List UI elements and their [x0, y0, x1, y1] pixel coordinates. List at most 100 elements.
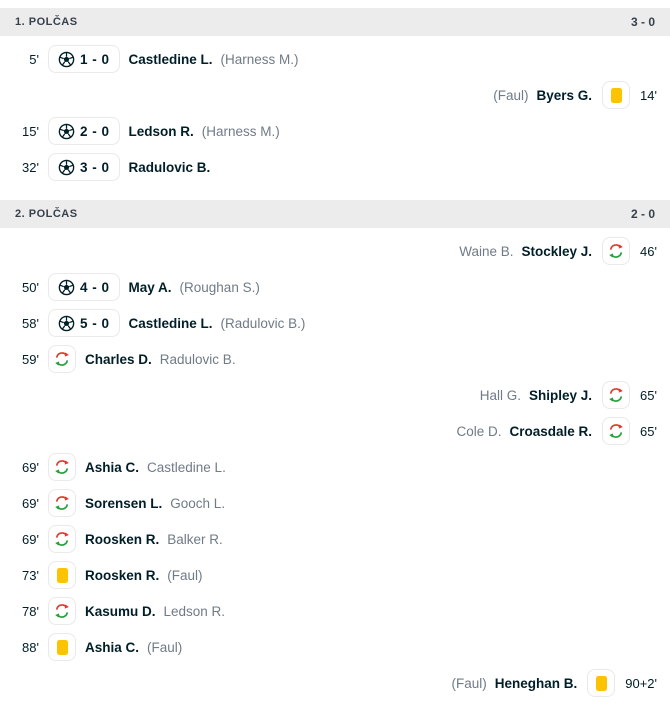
substitution-icon — [55, 604, 69, 618]
assist-player[interactable]: (Harness M.) — [220, 51, 299, 67]
section-title: 2. POLČAS — [15, 208, 78, 220]
event-players: Castledine L. (Harness M.) — [129, 52, 299, 67]
player-name[interactable]: Charles D. — [85, 351, 152, 367]
event-players: Cole D. Croasdale R. — [457, 424, 593, 439]
section-events: 46' Waine B. Stockley J. 50' 4 - 0 May A. (Rou… — [0, 228, 670, 708]
soccer-ball-icon — [58, 279, 75, 295]
event-players: Roosken R. Balker R. — [85, 532, 223, 547]
player-name[interactable]: Ashia C. — [85, 459, 140, 475]
assist-player[interactable]: (Harness M.) — [201, 123, 280, 139]
player-name[interactable]: Kasumu D. — [85, 603, 156, 619]
event-time: 15' — [22, 123, 39, 139]
event-row: 73' Roosken R. (Faul) — [0, 557, 670, 593]
player-name[interactable]: Castledine L. — [128, 51, 213, 67]
goal-score-box: 3 - 0 — [48, 153, 120, 181]
event-row: 88' Ashia C. (Faul) — [0, 629, 670, 665]
substitution-icon — [55, 532, 69, 546]
event-note: (Faul) — [167, 567, 203, 583]
player-name[interactable]: Stockley J. — [521, 243, 593, 259]
event-time: 69' — [22, 495, 39, 511]
event-row: 69' Ashia C. Castledine L. — [0, 449, 670, 485]
event-players: Hall G. Shipley J. — [480, 388, 592, 403]
substitution-box — [48, 345, 76, 373]
match-section: 2. POLČAS 2 - 0 46' Waine B. Stockley J. 50' 4… — [0, 200, 670, 708]
event-players: Kasumu D. Ledson R. — [85, 604, 225, 619]
event-time: 90+2' — [625, 675, 657, 691]
goal-score-box: 4 - 0 — [48, 273, 120, 301]
goal-score: 5 - 0 — [80, 315, 110, 331]
substitution-box — [602, 237, 631, 265]
secondary-player[interactable]: Balker R. — [167, 531, 223, 547]
event-players: Radulovic B. — [129, 160, 211, 175]
substitution-icon — [55, 496, 69, 510]
event-players: Ashia C. Castledine L. — [85, 460, 226, 475]
event-row: 32' 3 - 0 Radulovic B. — [0, 149, 670, 185]
secondary-player[interactable]: Castledine L. — [147, 459, 226, 475]
yellow-card-box — [48, 561, 76, 589]
soccer-ball-icon — [58, 315, 75, 331]
player-name[interactable]: Shipley J. — [529, 387, 593, 403]
player-name[interactable]: Radulovic B. — [128, 159, 211, 175]
goal-score-box: 5 - 0 — [48, 309, 120, 337]
section-score: 2 - 0 — [630, 207, 655, 221]
substitution-box — [48, 597, 76, 625]
event-time: 32' — [22, 159, 39, 175]
event-row: 46' Waine B. Stockley J. — [0, 233, 670, 269]
player-name[interactable]: Byers G. — [536, 87, 593, 103]
player-name[interactable]: Roosken R. — [85, 567, 160, 583]
event-row: 65' Hall G. Shipley J. — [0, 377, 670, 413]
soccer-ball-icon — [58, 159, 75, 175]
event-row: 50' 4 - 0 May A. (Roughan S.) — [0, 269, 670, 305]
player-name[interactable]: Castledine L. — [128, 315, 213, 331]
event-time: 73' — [22, 567, 39, 583]
goal-score-box: 1 - 0 — [48, 45, 120, 73]
goal-score-box: 2 - 0 — [48, 117, 120, 145]
section-score: 3 - 0 — [630, 15, 655, 29]
event-note: (Faul) — [451, 675, 487, 691]
secondary-player[interactable]: Cole D. — [456, 423, 502, 439]
event-time: 58' — [22, 315, 39, 331]
soccer-ball-icon — [58, 51, 75, 67]
event-row: 15' 2 - 0 Ledson R. (Harness M.) — [0, 113, 670, 149]
substitution-icon — [609, 244, 623, 258]
event-time: 46' — [640, 243, 657, 259]
goal-score: 1 - 0 — [80, 51, 110, 67]
substitution-box — [48, 489, 76, 517]
section-header: 1. POLČAS 3 - 0 — [0, 8, 670, 36]
yellow-card-icon — [56, 639, 68, 655]
player-name[interactable]: Roosken R. — [85, 531, 160, 547]
event-note: (Faul) — [147, 639, 183, 655]
player-name[interactable]: Croasdale R. — [509, 423, 593, 439]
event-row: 14' (Faul) Byers G. — [0, 77, 670, 113]
player-name[interactable]: Sorensen L. — [85, 495, 163, 511]
player-name[interactable]: Ledson R. — [128, 123, 194, 139]
yellow-card-icon — [595, 675, 607, 691]
event-time: 78' — [22, 603, 39, 619]
section-events: 5' 1 - 0 Castledine L. (Harness M.) 14' (Faul… — [0, 36, 670, 192]
yellow-card-box — [587, 669, 616, 697]
yellow-card-box — [602, 81, 631, 109]
goal-score: 2 - 0 — [80, 123, 110, 139]
event-time: 69' — [22, 459, 39, 475]
secondary-player[interactable]: Hall G. — [479, 387, 522, 403]
assist-player[interactable]: (Roughan S.) — [179, 279, 260, 295]
assist-player[interactable]: (Radulovic B.) — [220, 315, 306, 331]
match-section: 1. POLČAS 3 - 0 5' 1 - 0 Castledine L. (Harne… — [0, 8, 670, 192]
event-row: 59' Charles D. Radulovic B. — [0, 341, 670, 377]
event-row: 5' 1 - 0 Castledine L. (Harness M.) — [0, 41, 670, 77]
secondary-player[interactable]: Waine B. — [459, 243, 514, 259]
event-row: 90+2' (Faul) Heneghan B. — [0, 665, 670, 701]
event-row: 69' Sorensen L. Gooch L. — [0, 485, 670, 521]
secondary-player[interactable]: Gooch L. — [170, 495, 226, 511]
event-players: Castledine L. (Radulovic B.) — [129, 316, 306, 331]
substitution-icon — [55, 352, 69, 366]
substitution-icon — [55, 460, 69, 474]
event-players: (Faul) Heneghan B. — [451, 676, 577, 691]
player-name[interactable]: Ashia C. — [85, 639, 140, 655]
event-time: 50' — [22, 279, 39, 295]
secondary-player[interactable]: Ledson R. — [163, 603, 226, 619]
player-name[interactable]: Heneghan B. — [494, 675, 578, 691]
secondary-player[interactable]: Radulovic B. — [159, 351, 236, 367]
player-name[interactable]: May A. — [128, 279, 172, 295]
event-time: 65' — [640, 423, 657, 439]
